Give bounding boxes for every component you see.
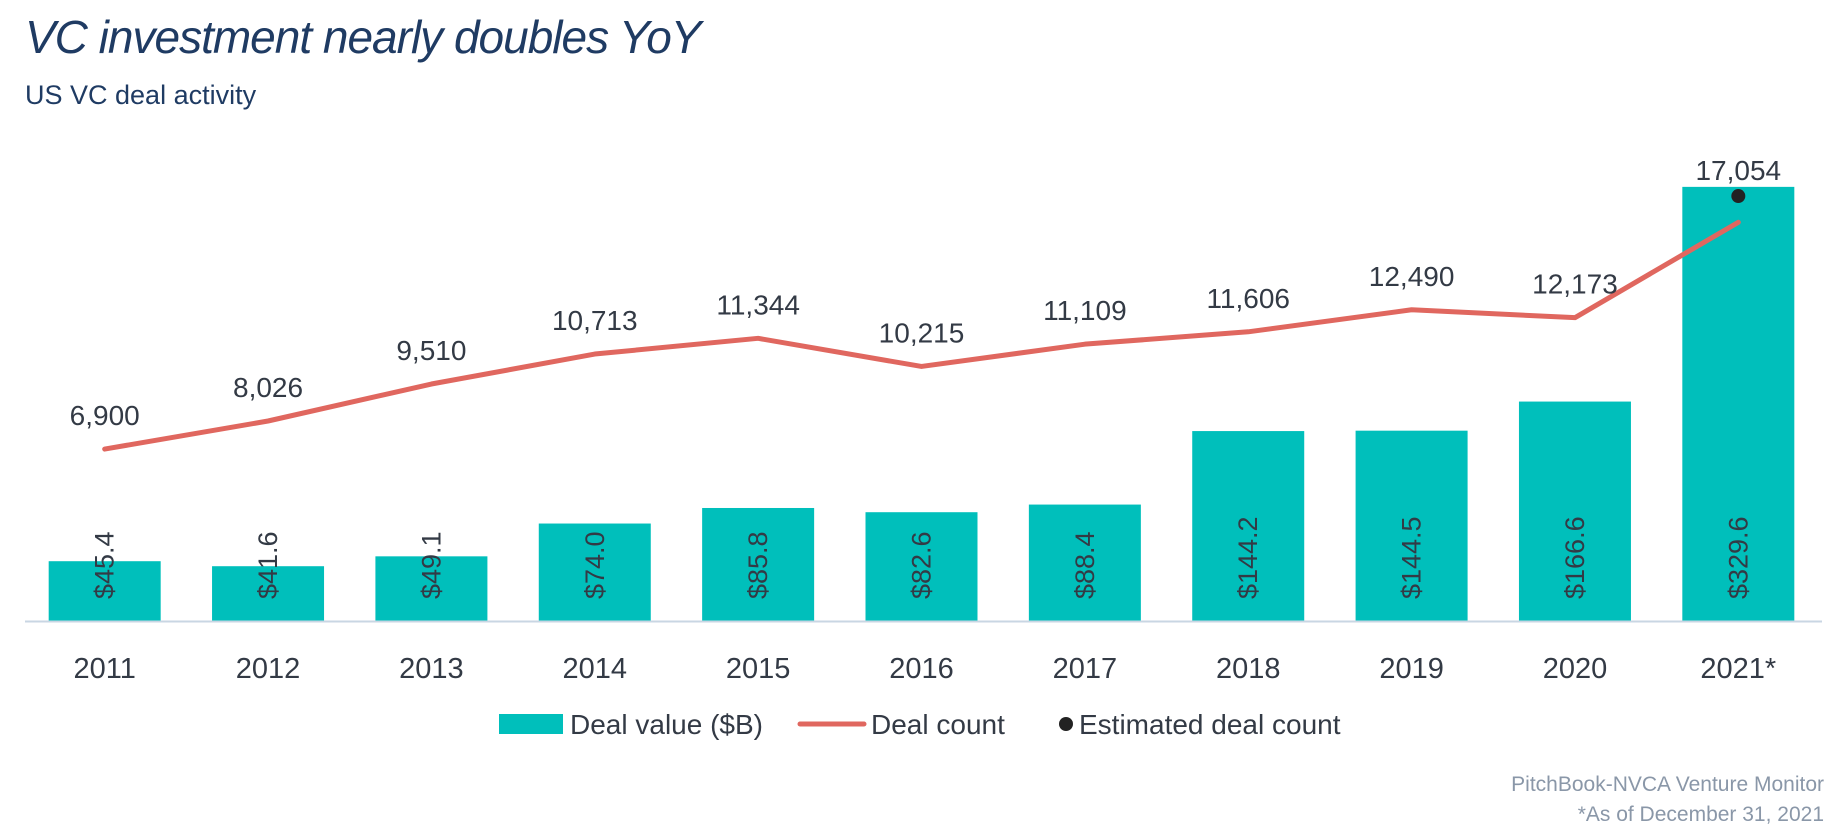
deal-count-label-0: 6,900 xyxy=(70,400,140,431)
bar-value-label-3: $74.0 xyxy=(580,531,610,599)
x-tick-label-0: 2011 xyxy=(73,653,135,685)
legend-label-estimated-deal-count: Estimated deal count xyxy=(1079,709,1341,740)
estimated-deal-count-label: 17,054 xyxy=(1695,155,1781,186)
bar-deal-value-4 xyxy=(702,507,815,621)
bar-value-label-8: $144.5 xyxy=(1397,516,1427,599)
deal-count-label-9: 12,173 xyxy=(1532,269,1618,300)
source-text: PitchBook-NVCA Venture Monitor xyxy=(1511,773,1824,796)
chart-subtitle: US VC deal activity xyxy=(25,80,257,110)
bar-deal-value-2 xyxy=(375,556,488,621)
bar-deal-value-6 xyxy=(1028,504,1141,621)
bar-deal-value-3 xyxy=(538,523,651,621)
bar-deal-value-7 xyxy=(1192,431,1305,621)
bar-value-label-6: $88.4 xyxy=(1070,531,1100,599)
x-tick-label-6: 2017 xyxy=(1053,653,1118,685)
bar-value-label-7: $144.2 xyxy=(1233,516,1263,599)
x-tick-label-4: 2015 xyxy=(726,653,791,685)
chart: $45.4 $41.6 $49.1 $74.0 $85.8 $82.6 $88.4 $144.… xyxy=(25,155,1822,740)
deal-count-label-3: 10,713 xyxy=(552,305,638,336)
bar-value-label-4: $85.8 xyxy=(743,531,773,599)
x-tick-label-9: 2020 xyxy=(1543,653,1608,685)
bar-value-label-9: $166.6 xyxy=(1560,516,1590,599)
x-tick-label-10: 2021* xyxy=(1700,653,1776,685)
bar-value-label-1: $41.6 xyxy=(253,531,283,599)
bar-value-label-0: $45.4 xyxy=(90,531,120,599)
chart-title: VC investment nearly doubles YoY xyxy=(25,11,701,63)
asof-note: *As of December 31, 2021 xyxy=(1577,803,1824,826)
bar-value-label-10: $329.6 xyxy=(1723,516,1753,599)
deal-count-label-1: 8,026 xyxy=(233,372,303,403)
x-tick-label-5: 2016 xyxy=(889,653,954,685)
legend-label-deal-value: Deal value ($B) xyxy=(570,709,763,740)
x-tick-label-7: 2018 xyxy=(1216,653,1281,685)
estimated-deal-count-dot xyxy=(1731,189,1746,204)
bar-deal-value-8 xyxy=(1355,430,1468,621)
bar-deal-value-5 xyxy=(865,512,978,621)
x-tick-label-8: 2019 xyxy=(1379,653,1444,685)
deal-count-label-5: 10,215 xyxy=(879,317,965,348)
x-tick-label-2: 2013 xyxy=(399,653,464,685)
deal-count-line xyxy=(102,219,1741,452)
bar-deal-value-9 xyxy=(1518,401,1631,621)
deal-count-label-2: 9,510 xyxy=(396,335,466,366)
bar-value-label-5: $82.6 xyxy=(907,531,937,599)
source-footer: PitchBook-NVCA Venture Monitor *As of De… xyxy=(1511,770,1824,830)
legend-swatch-deal-value xyxy=(499,714,563,734)
deal-count-label-4: 11,344 xyxy=(716,289,800,320)
bar-deal-value-0 xyxy=(48,561,161,621)
deal-count-label-7: 11,606 xyxy=(1206,283,1290,314)
deal-count-label-6: 11,109 xyxy=(1043,295,1127,326)
x-tick-label-1: 2012 xyxy=(236,653,301,685)
x-tick-label-3: 2014 xyxy=(563,653,628,685)
legend-label-deal-count: Deal count xyxy=(871,709,1005,740)
bar-deal-value-1 xyxy=(212,566,325,621)
legend-swatch-estimated-deal-count xyxy=(1059,717,1073,731)
bar-deal-value-10 xyxy=(1682,186,1795,621)
deal-count-label-8: 12,490 xyxy=(1369,261,1455,292)
bar-value-label-2: $49.1 xyxy=(416,531,446,599)
